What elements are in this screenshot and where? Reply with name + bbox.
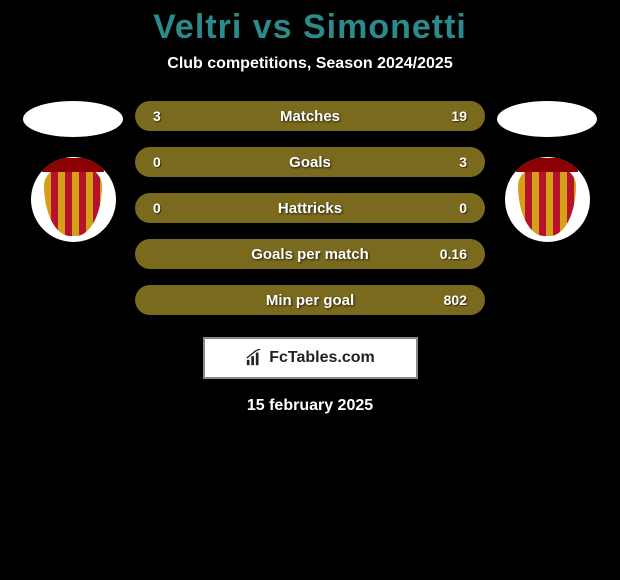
stat-right-value: 0 <box>459 200 467 216</box>
stat-label: Matches <box>280 108 340 125</box>
stat-right-value: 19 <box>451 108 467 124</box>
stat-row: Min per goal 802 <box>135 285 485 315</box>
comparison-container: Veltri vs Simonetti Club competitions, S… <box>0 0 620 580</box>
content-row: 3 Matches 19 0 Goals 3 0 Hattricks 0 Goa… <box>0 101 620 315</box>
subtitle: Club competitions, Season 2024/2025 <box>0 55 620 73</box>
stat-row: 0 Goals 3 <box>135 147 485 177</box>
page-title: Veltri vs Simonetti <box>0 8 620 47</box>
stat-left-value: 0 <box>153 200 161 216</box>
stat-row: 3 Matches 19 <box>135 101 485 131</box>
stat-right-value: 3 <box>459 154 467 170</box>
stats-list: 3 Matches 19 0 Goals 3 0 Hattricks 0 Goa… <box>135 101 485 315</box>
stat-row: Goals per match 0.16 <box>135 239 485 269</box>
stat-right-value: 0.16 <box>440 246 467 262</box>
stat-left-value: 3 <box>153 108 161 124</box>
stat-label: Goals per match <box>251 246 369 263</box>
chart-icon <box>245 349 263 367</box>
right-column <box>497 101 597 242</box>
stat-label: Goals <box>289 154 331 171</box>
brand-text: FcTables.com <box>269 349 375 367</box>
player-oval-left <box>23 101 123 137</box>
player-oval-right <box>497 101 597 137</box>
left-column <box>23 101 123 242</box>
stat-left-value: 0 <box>153 154 161 170</box>
team-badge-right <box>505 157 590 242</box>
stat-row: 0 Hattricks 0 <box>135 193 485 223</box>
team-badge-left <box>31 157 116 242</box>
badge-shield-icon <box>44 164 102 236</box>
stat-right-value: 802 <box>444 292 467 308</box>
stat-label: Min per goal <box>266 292 354 309</box>
stat-label: Hattricks <box>278 200 342 217</box>
brand-box[interactable]: FcTables.com <box>203 337 418 379</box>
date-label: 15 february 2025 <box>0 397 620 415</box>
badge-shield-icon <box>518 164 576 236</box>
